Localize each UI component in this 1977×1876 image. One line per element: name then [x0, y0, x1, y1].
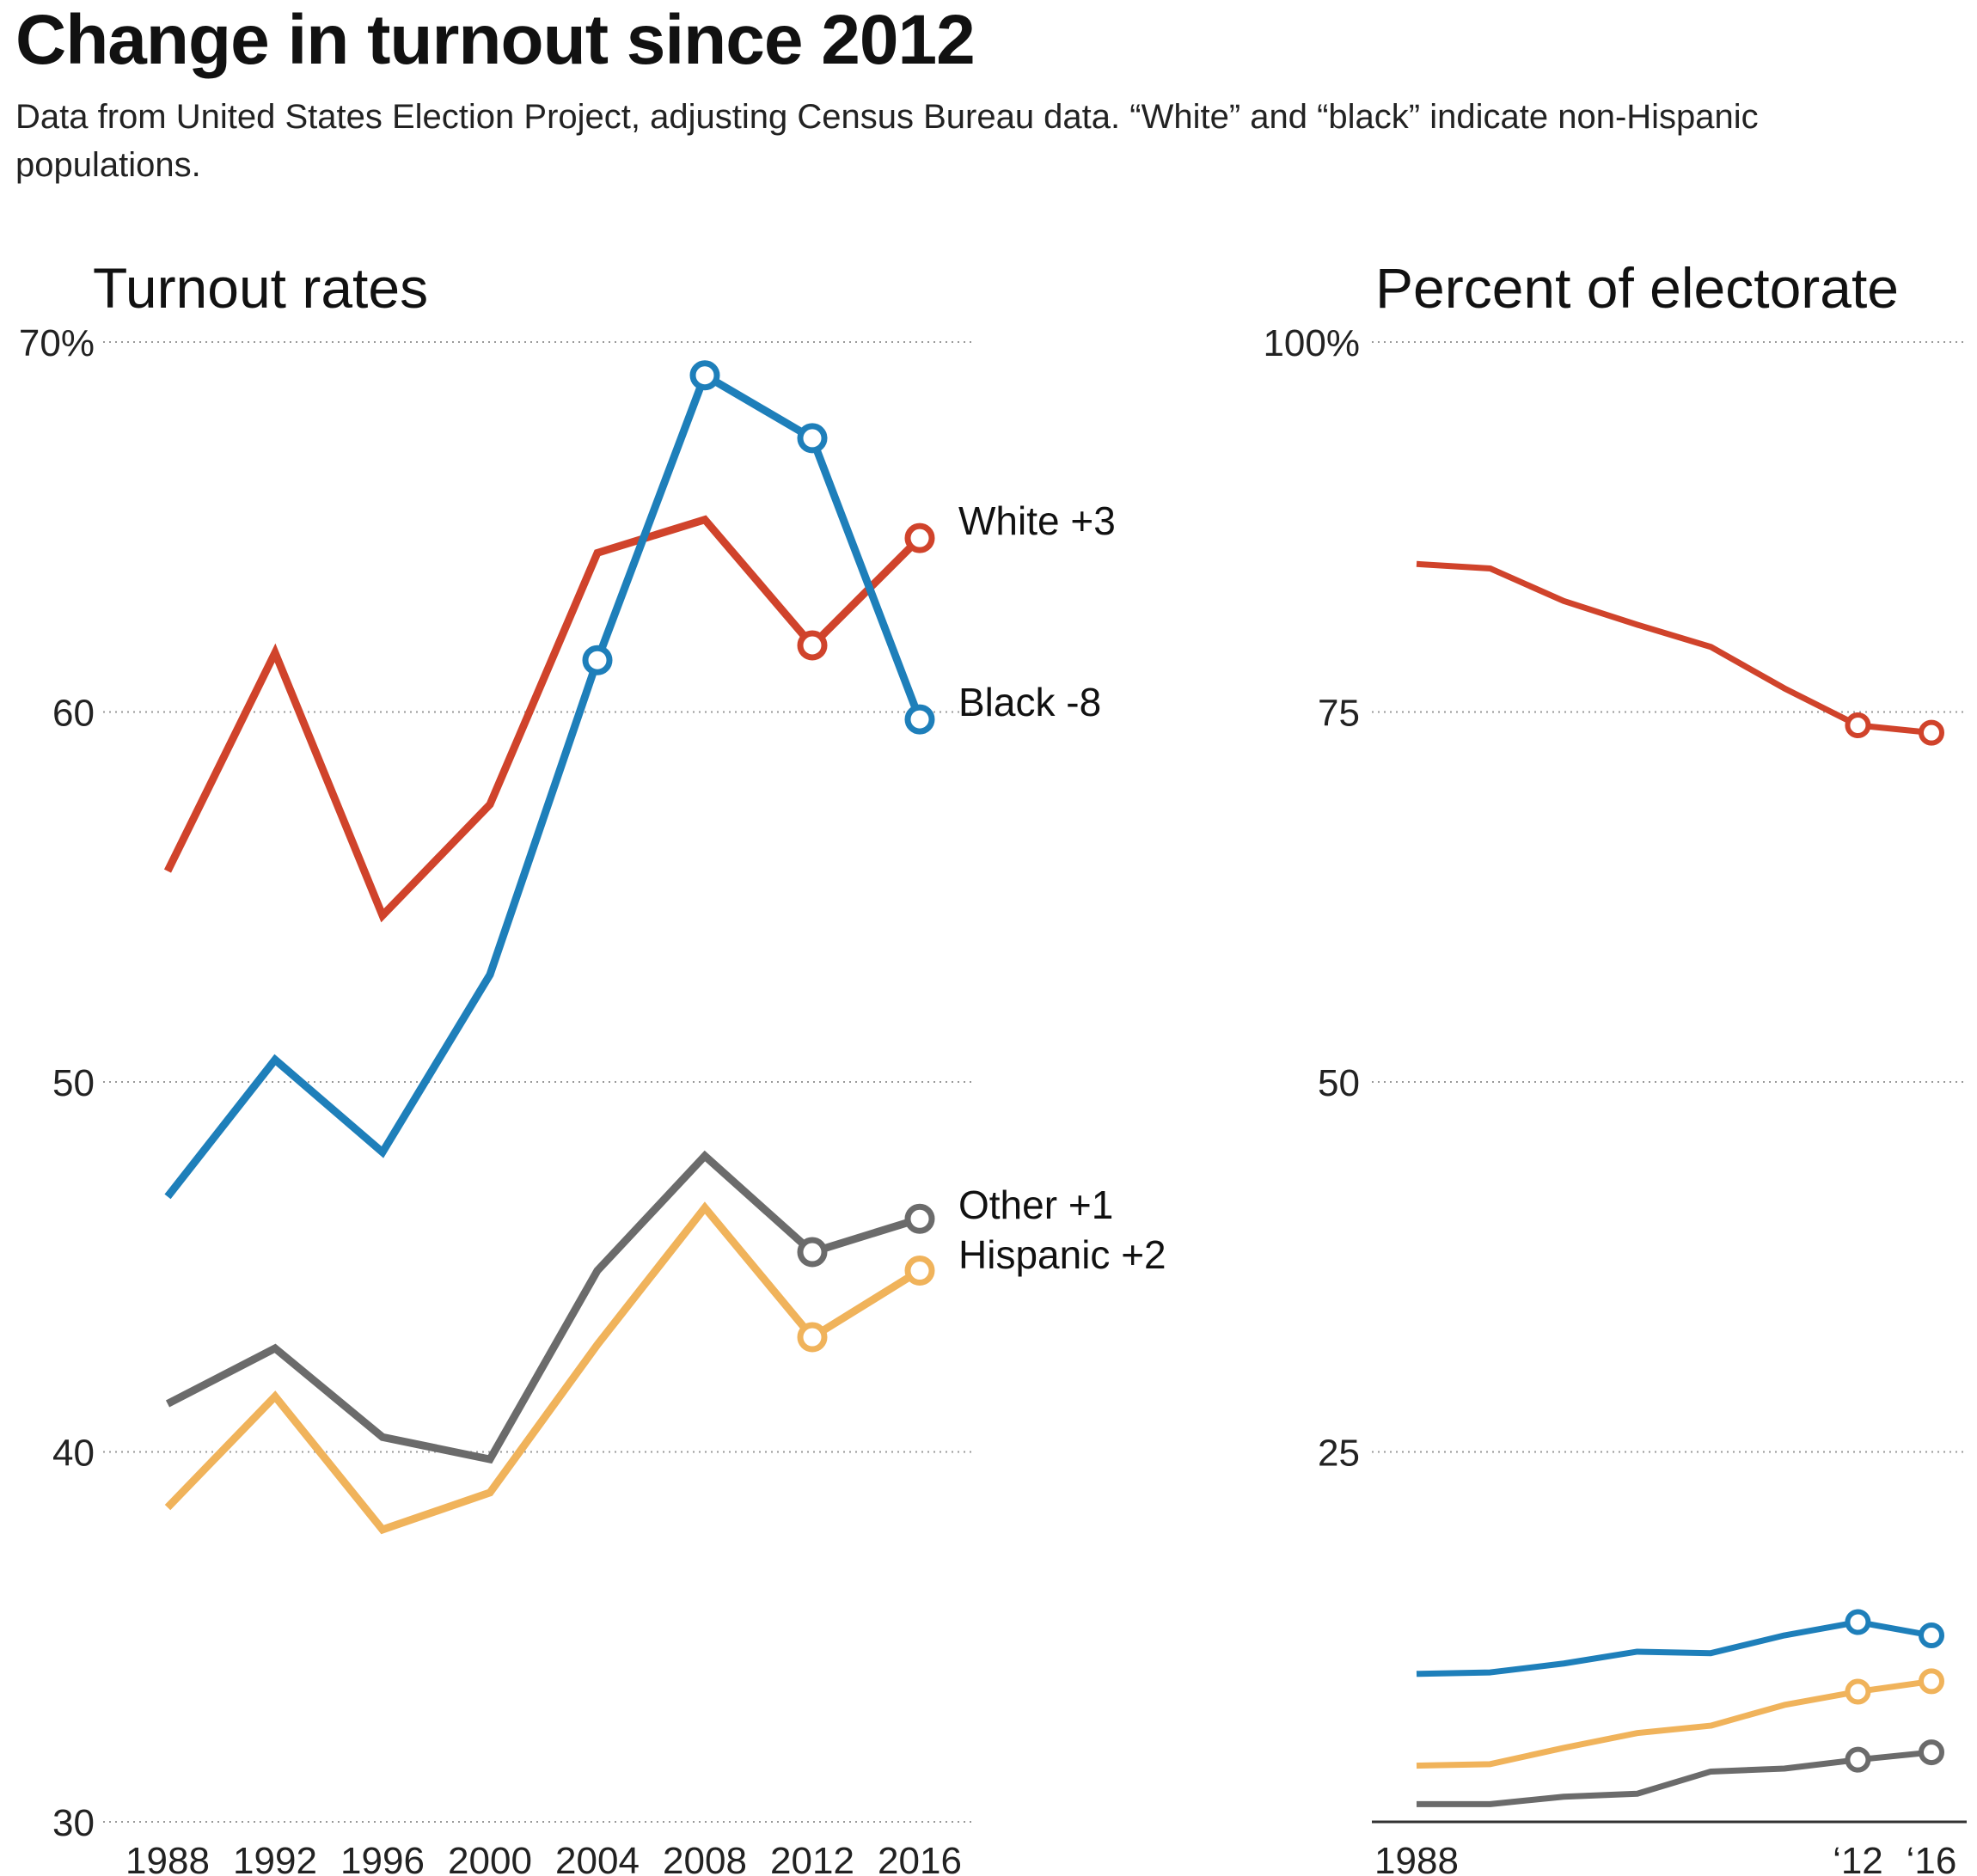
x-tick-label: 1988: [1374, 1840, 1459, 1876]
data-point-hispanic-2012: [1845, 1678, 1871, 1705]
data-point-other-2012: [1845, 1746, 1871, 1773]
data-point-other-2016: [904, 1203, 935, 1234]
data-point-white-2012: [797, 630, 828, 661]
y-tick-label: 50: [1318, 1062, 1360, 1104]
data-point-black-2012: [1845, 1609, 1871, 1635]
x-tick-label: 1992: [233, 1840, 317, 1876]
chart-title: Change in turnout since 2012: [15, 1, 976, 79]
series-line-white: [1416, 560, 1932, 736]
series-line-other: [165, 1150, 921, 1464]
data-point-white-2016: [904, 522, 935, 553]
x-tick-label: 2016: [878, 1840, 962, 1876]
series-line-hispanic: [164, 1201, 922, 1535]
percent-of-electorate-panel: Percent of electorate 100% 75 50 25 1988 ‘12 ‘1…: [1263, 256, 1967, 1876]
x-tick-label: ‘12: [1833, 1840, 1883, 1876]
data-point-black-2004: [582, 645, 613, 675]
x-tick-label: 2000: [448, 1840, 532, 1876]
y-tick-label: 50: [52, 1062, 95, 1104]
y-tick-label: 60: [52, 693, 95, 735]
data-point-white-2012: [1845, 712, 1871, 738]
x-tick-label: 2008: [663, 1840, 747, 1876]
data-point-hispanic-2016: [904, 1256, 935, 1286]
x-tick-label: 2012: [770, 1840, 854, 1876]
data-point-black-2012: [797, 423, 828, 454]
data-point-black-2008: [689, 360, 720, 391]
series-label-other: Other +1: [958, 1182, 1113, 1227]
data-point-hispanic-2016: [1919, 1668, 1944, 1695]
series-label-hispanic: Hispanic +2: [958, 1232, 1166, 1277]
x-tick-label: 2004: [555, 1840, 640, 1876]
series-line-white: [163, 515, 923, 923]
panel-title-percent-of-electorate: Percent of electorate: [1375, 256, 1899, 320]
y-tick-label: 100%: [1263, 322, 1360, 364]
data-point-white-2016: [1919, 719, 1944, 746]
chart-subtitle: Data from United States Election Project…: [15, 98, 1759, 184]
y-tick-label: 30: [52, 1802, 95, 1844]
data-point-black-2016: [1919, 1622, 1944, 1649]
y-tick-label: 40: [52, 1433, 95, 1475]
panel-title-turnout-rates: Turnout rates: [93, 256, 428, 320]
y-tick-label: 25: [1318, 1433, 1360, 1475]
series-label-white: White +3: [958, 498, 1116, 543]
x-tick-label: 1996: [340, 1840, 425, 1876]
data-point-black-2016: [904, 704, 935, 735]
data-point-other-2016: [1919, 1739, 1944, 1766]
data-point-other-2012: [797, 1237, 828, 1268]
y-tick-label: 75: [1318, 693, 1360, 735]
x-tick-label: 1988: [125, 1840, 210, 1876]
series-line-black: [164, 370, 924, 1200]
data-point-hispanic-2012: [797, 1322, 828, 1353]
series-label-black: Black -8: [958, 680, 1101, 724]
y-tick-label: 70%: [19, 322, 95, 364]
x-tick-label: ‘16: [1907, 1840, 1957, 1876]
